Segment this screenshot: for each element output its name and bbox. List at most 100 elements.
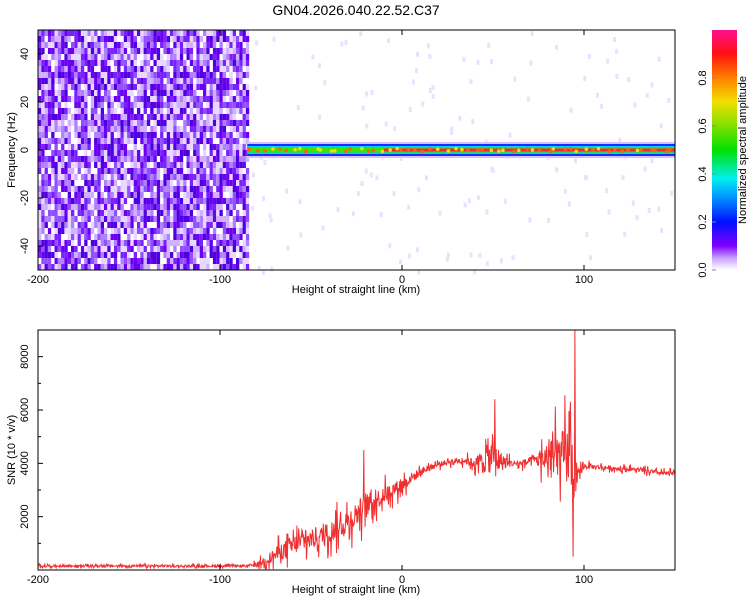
spectrogram-cell [140,198,144,204]
spectrogram-cell [117,66,121,72]
spectrogram-cell [64,90,68,96]
spectrogram-cell [170,186,174,192]
spectrogram-cell [170,96,174,102]
spectrogram-cell [670,190,674,196]
spectrogram-cell [74,246,78,252]
spectrogram-cell [117,120,121,126]
spectrogram-cell [104,78,108,84]
spectrogram-cell [77,258,81,264]
spectrogram-cell [209,186,213,192]
spectrogram-cell [133,30,137,36]
spectrogram-cell [232,144,236,150]
spectrogram-cell [107,54,111,60]
spectrogram-cell [71,72,75,78]
spectrogram-cell [153,198,157,204]
spectrogram-cell [176,210,180,216]
spectrogram-cell [285,188,289,194]
spectrogram-cell [87,42,91,48]
spectrogram-cell [173,132,177,138]
spectrogram-cell [123,102,128,108]
spectrogram-cell [137,30,141,36]
spectrogram-cell [196,132,200,138]
spectrogram-cell [245,216,250,222]
spectrogram-cell [84,138,88,144]
spectrogram-cell [110,36,114,42]
spectrogram-cell [71,204,75,210]
spectrogram-cell [229,168,233,174]
spectrogram-cell [97,180,101,186]
spectrogram-cell [117,216,121,222]
spectrogram-cell [150,78,154,84]
spectrogram-cell [133,186,137,192]
spectrogram-cell [222,96,227,102]
spectrogram-cell [156,90,161,96]
spectrogram-cell [61,204,65,210]
spectrogram-cell [64,174,68,180]
spectrogram-cell [64,102,68,108]
spectrogram-cell [64,30,68,36]
spectrogram-cell [123,186,128,192]
colorbar-tick-label: 0.0 [697,262,709,277]
spectrogram-cell [41,258,45,264]
spectrogram-cell [47,90,52,96]
snr-ylabel: SNR (10 * v/v) [6,415,18,485]
spectrogram-cell [130,264,134,270]
spectrogram-cell [236,210,240,216]
spectrogram-cell [163,42,167,48]
spectrogram-cell [74,162,78,168]
spectrogram-cell [206,198,210,204]
spectrogram-cell [170,90,174,96]
colorbar-ticks: 0.00.20.40.60.8 [697,70,716,278]
spectrogram-cell [74,90,78,96]
spectrogram-cell [41,150,45,156]
spectrogram-cell [61,114,65,120]
spectrogram-cell [408,253,412,259]
spectrogram-cell [236,198,240,204]
spectrogram-cell [107,126,111,132]
spectrogram-cell [97,186,101,192]
spectrogram-cell [186,210,190,216]
spectrogram-cell [203,198,207,204]
spectrogram-cell [80,90,85,96]
spectrogram-cell [97,192,101,198]
spectrogram-cell [203,144,207,150]
spectrogram-cell [229,174,233,180]
spectrogram-cell [38,162,42,168]
signal-band-peak [298,146,302,151]
spectrogram-cell [130,78,134,84]
spectrogram-cell [140,48,144,54]
spectrogram-cell [203,126,207,132]
spectrogram-cell [146,150,151,156]
spectrogram-cell [54,48,58,54]
spectrogram-cell [97,120,101,126]
spectrogram-cell [107,258,111,264]
spectrogram-cell [97,132,101,138]
spectrogram-cell [100,78,104,84]
spectrogram-cell [84,180,88,186]
spectrogram-cell [146,66,151,72]
spectrogram-cell [173,210,177,216]
spectrogram-cell [160,132,164,138]
spectrogram-cell [87,72,91,78]
spectrogram-cell [123,60,128,66]
spectrogram-cell [104,36,108,42]
spectrogram-cell [212,216,217,222]
spectrogram-cell [67,108,71,114]
spectrogram-cell [212,234,217,240]
spectrogram-cell [179,246,184,252]
spectrogram-cell [146,168,151,174]
spectrogram-cell [107,156,111,162]
spectrogram-cell [163,240,167,246]
spectrogram-cell [51,234,55,240]
spectrogram-cell [236,168,240,174]
spectrogram-cell [199,216,203,222]
spectrogram-cell [176,222,180,228]
spectrogram-cell [140,168,144,174]
spectrogram-cell [206,96,210,102]
spectrogram-cell [189,204,194,210]
spectrogram-cell [146,258,151,264]
spectrogram-cell [232,246,236,252]
spectrogram-cell [643,166,647,172]
spectrogram-cell [160,60,164,66]
spectrogram-cell [61,228,65,234]
